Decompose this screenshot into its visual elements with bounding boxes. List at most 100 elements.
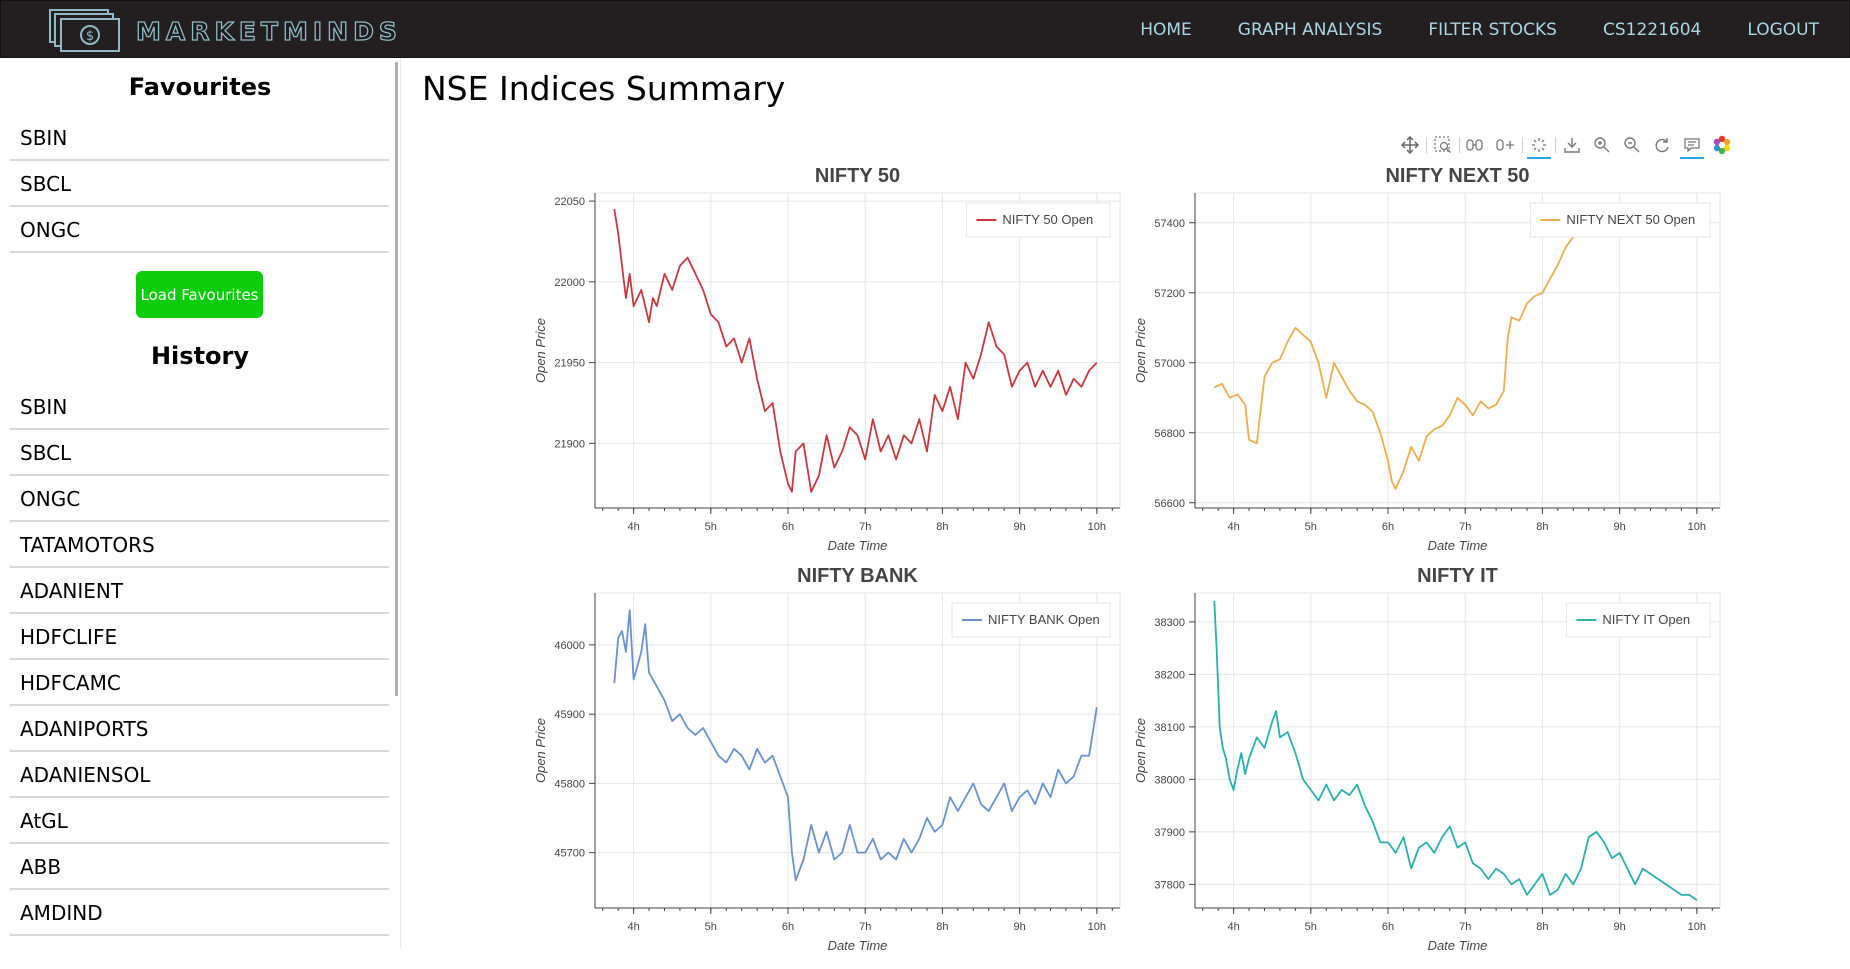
plot-area	[1194, 192, 1721, 509]
navbar: $ MARKETMINDS HOME GRAPH ANALYSIS FILTER…	[0, 0, 1850, 58]
y-axis-label: Open Price	[1133, 718, 1148, 783]
x-tick-label: 10h	[1688, 921, 1706, 933]
y-tick-label: 56800	[1154, 428, 1185, 440]
plot-area	[594, 192, 1121, 509]
reset-icon[interactable]	[1647, 131, 1677, 159]
y-tick-label: 38300	[1154, 617, 1185, 629]
nav-logout[interactable]: LOGOUT	[1747, 20, 1819, 40]
series-line	[613, 609, 1098, 882]
x-tick-label: 4h	[1227, 921, 1239, 933]
nifty-next-50-chart[interactable]: NIFTY NEXT 50 4h 5h 6h 7h 8h 9h 10h 56600 56800 57…	[1125, 160, 1725, 560]
brand-name[interactable]: MARKETMINDS	[135, 16, 402, 46]
x-tick-label: 7h	[859, 921, 871, 933]
box-zoom-icon[interactable]	[1428, 131, 1458, 159]
history-item[interactable]: ADANIENT	[10, 568, 389, 614]
history-item[interactable]: ABB	[10, 844, 389, 890]
x-tick-label: 5h	[1305, 521, 1317, 533]
x-tick-label: 8h	[936, 521, 948, 533]
history-list: SBIN SBCL ONGC TATAMOTORS ADANIENT HDFCL…	[10, 384, 389, 936]
y-axis-label: Open Price	[1133, 318, 1148, 383]
nifty-50-chart[interactable]: NIFTY 50 4h 5h 6h 7h 8h 9h 10h 21900 21950 22000 22…	[525, 160, 1125, 560]
nav-filter-stocks[interactable]: FILTER STOCKS	[1428, 20, 1557, 40]
chart-title: NIFTY IT	[1417, 565, 1498, 587]
favourites-heading: Favourites	[128, 73, 272, 101]
x-tick-label: 4h	[1227, 521, 1239, 533]
x-tick-label: 10h	[1088, 521, 1106, 533]
svg-text:$: $	[86, 29, 94, 44]
x-tick-label: 9h	[1614, 521, 1626, 533]
x-tick-label: 6h	[782, 521, 794, 533]
history-item[interactable]: AtGL	[10, 798, 389, 844]
nifty-bank-chart[interactable]: NIFTY BANK 4h 5h 6h 7h 8h 9h 10h 45700 45800 45900…	[525, 560, 1125, 955]
y-axis-label: Open Price	[533, 718, 548, 783]
hover-icon[interactable]	[1677, 131, 1707, 159]
nav-user[interactable]: CS1221604	[1602, 20, 1702, 40]
history-item[interactable]: HDFCLIFE	[10, 614, 389, 660]
x-tick-label: 10h	[1088, 921, 1106, 933]
legend-label: NIFTY NEXT 50 Open	[1566, 212, 1695, 227]
history-item[interactable]: ADANIPORTS	[10, 706, 389, 752]
x-tick-label: 9h	[1614, 921, 1626, 933]
zoom-out-icon[interactable]	[1617, 131, 1647, 159]
y-tick-label: 21900	[554, 438, 585, 450]
x-tick-label: 6h	[1382, 521, 1394, 533]
x-axis-label: Date Time	[828, 538, 888, 553]
x-axis-label: Date Time	[1428, 938, 1488, 953]
nav-graph-analysis[interactable]: GRAPH ANALYSIS	[1237, 20, 1383, 40]
x-tick-label: 6h	[782, 921, 794, 933]
chart-title: NIFTY NEXT 50	[1385, 165, 1529, 187]
nav-links: HOME GRAPH ANALYSIS FILTER STOCKS CS1221…	[1094, 1, 1819, 59]
reset-select-icon[interactable]	[1524, 131, 1554, 159]
x-tick-label: 5h	[705, 921, 717, 933]
series-line	[1213, 600, 1698, 901]
y-tick-label: 57000	[1154, 358, 1185, 370]
toolbar-separator	[1522, 137, 1523, 153]
y-tick-label: 37900	[1154, 827, 1185, 839]
history-item[interactable]: TATAMOTORS	[10, 522, 389, 568]
x-tick-label: 8h	[936, 921, 948, 933]
y-tick-label: 37800	[1154, 879, 1185, 891]
y-tick-label: 45900	[554, 709, 585, 721]
history-item[interactable]: AMDIND	[10, 890, 389, 936]
y-tick-label: 38200	[1154, 669, 1185, 681]
load-favourites-button[interactable]: Load Favourites	[136, 271, 263, 318]
x-tick-label: 6h	[1382, 921, 1394, 933]
money-logo-icon[interactable]: $	[49, 9, 121, 53]
zoom-in-icon[interactable]	[1587, 131, 1617, 159]
favourite-item[interactable]: ONGC	[10, 207, 389, 253]
y-tick-label: 56600	[1154, 498, 1185, 510]
page-title: NSE Indices Summary	[422, 69, 786, 108]
y-tick-label: 21950	[554, 358, 585, 370]
history-item[interactable]: SBIN	[10, 384, 389, 430]
y-tick-label: 22050	[554, 196, 585, 208]
x-tick-label: 5h	[1305, 921, 1317, 933]
x-tick-label: 7h	[1459, 521, 1471, 533]
history-item[interactable]: SBCL	[10, 430, 389, 476]
x-tick-label: 4h	[627, 921, 639, 933]
bokeh-logo-icon[interactable]	[1707, 131, 1737, 159]
sidebar-scrollbar[interactable]	[395, 62, 398, 696]
history-heading: History	[150, 342, 250, 370]
x-tick-label: 9h	[1014, 921, 1026, 933]
y-tick-label: 46000	[554, 640, 585, 652]
favourites-list: SBIN SBCL ONGC	[10, 115, 389, 253]
y-wheel-zoom-icon[interactable]	[1491, 131, 1521, 159]
nav-home[interactable]: HOME	[1140, 20, 1192, 40]
toolbar-separator	[1426, 137, 1427, 153]
sidebar: Favourites SBIN SBCL ONGC History SBIN S…	[0, 58, 400, 969]
favourite-item[interactable]: SBCL	[10, 161, 389, 207]
x-wheel-zoom-icon[interactable]	[1461, 131, 1491, 159]
sidebar-divider	[400, 58, 401, 948]
history-item[interactable]: ONGC	[10, 476, 389, 522]
x-axis-label: Date Time	[828, 938, 888, 953]
toolbar-separator	[1459, 137, 1460, 153]
history-item[interactable]: ADANIENSOL	[10, 752, 389, 798]
nifty-it-chart[interactable]: NIFTY IT 4h 5h 6h 7h 8h 9h 10h 37800 37900 38000 38…	[1125, 560, 1725, 955]
history-item[interactable]: HDFCAMC	[10, 660, 389, 706]
series-line	[613, 209, 1098, 493]
save-icon[interactable]	[1557, 131, 1587, 159]
chart-title: NIFTY 50	[815, 165, 900, 187]
pan-icon[interactable]	[1395, 131, 1425, 159]
favourite-item[interactable]: SBIN	[10, 115, 389, 161]
x-tick-label: 7h	[859, 521, 871, 533]
